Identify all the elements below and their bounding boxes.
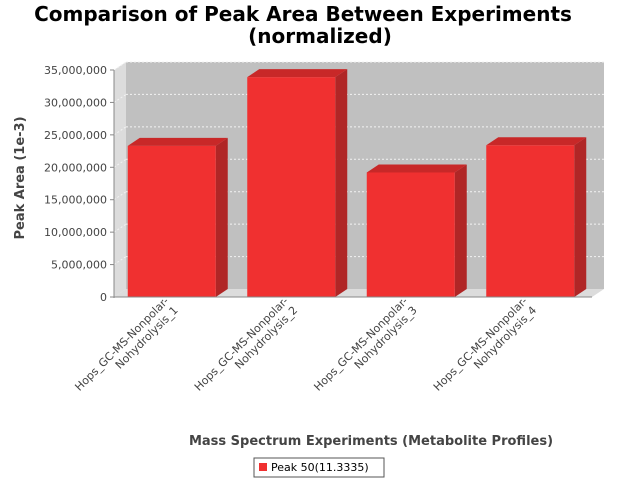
legend-label: Peak 50(11.3335)	[271, 461, 369, 474]
x-tick-label-line: Hops_GC-MS-Nonpolar-	[192, 295, 291, 394]
legend[interactable]: Peak 50(11.3335)	[253, 457, 385, 478]
bar[interactable]	[366, 172, 455, 297]
y-tick-label: 10,000,000	[44, 226, 107, 239]
chart-title: Comparison of Peak Area Between Experime…	[34, 2, 572, 26]
x-tick-label: Hops_GC-MS-Nonpolar-Nohydrolysis_4	[431, 295, 539, 394]
bar-top	[366, 164, 467, 173]
x-tick-label-line: Hops_GC-MS-Nonpolar-	[431, 295, 530, 394]
y-tick-label: 35,000,000	[44, 64, 107, 77]
bar-top	[127, 137, 228, 146]
chart-subtitle: (normalized)	[248, 24, 392, 48]
x-axis-label: Mass Spectrum Experiments (Metabolite Pr…	[189, 434, 553, 449]
y-tick-label: 20,000,000	[44, 161, 107, 174]
plot-floor	[114, 289, 604, 297]
grid-line-side	[113, 223, 127, 233]
x-tick-label: Hops_GC-MS-Nonpolar-Nohydrolysis_1	[72, 295, 180, 394]
x-tick-label: Hops_GC-MS-Nonpolar-Nohydrolysis_2	[192, 295, 300, 394]
bar[interactable]	[486, 145, 575, 297]
y-tick-label: 0	[100, 291, 107, 304]
grid-line-side	[113, 158, 127, 168]
y-tick-label: 5,000,000	[51, 259, 107, 272]
grid-line-side	[113, 126, 127, 136]
bar[interactable]	[127, 145, 216, 297]
bar-side	[215, 137, 228, 297]
legend-box	[253, 457, 385, 478]
bar-side	[335, 69, 348, 298]
grid-line-side	[113, 61, 127, 71]
grid-line-side	[113, 94, 127, 103]
y-tick-label: 25,000,000	[44, 129, 107, 142]
bar-top	[486, 137, 587, 146]
plot-side-wall	[114, 62, 126, 297]
grid-line-side	[113, 191, 127, 201]
y-tick-label: 15,000,000	[44, 194, 107, 207]
y-axis: 0 5,000,000 10,000,000 15,000,000 20,000,000…	[44, 64, 115, 304]
y-tick-label: 30,000,000	[44, 96, 107, 109]
x-tick-label-line: Hops_GC-MS-Nonpolar-	[311, 295, 410, 394]
x-axis: Hops_GC-MS-Nonpolar-Nohydrolysis_1 Hops_G…	[72, 295, 592, 394]
bar-side	[454, 164, 467, 297]
bars	[127, 69, 587, 298]
y-axis-label: Peak Area (1e-3)	[13, 116, 28, 239]
x-tick-label-line: Hops_GC-MS-Nonpolar-	[72, 295, 171, 394]
bar-top	[247, 69, 348, 78]
x-tick-label: Hops_GC-MS-Nonpolar-Nohydrolysis_3	[311, 295, 419, 394]
bar-side	[574, 137, 587, 297]
grid-line-side	[113, 256, 127, 265]
legend-swatch	[259, 463, 267, 471]
bar[interactable]	[247, 77, 336, 298]
